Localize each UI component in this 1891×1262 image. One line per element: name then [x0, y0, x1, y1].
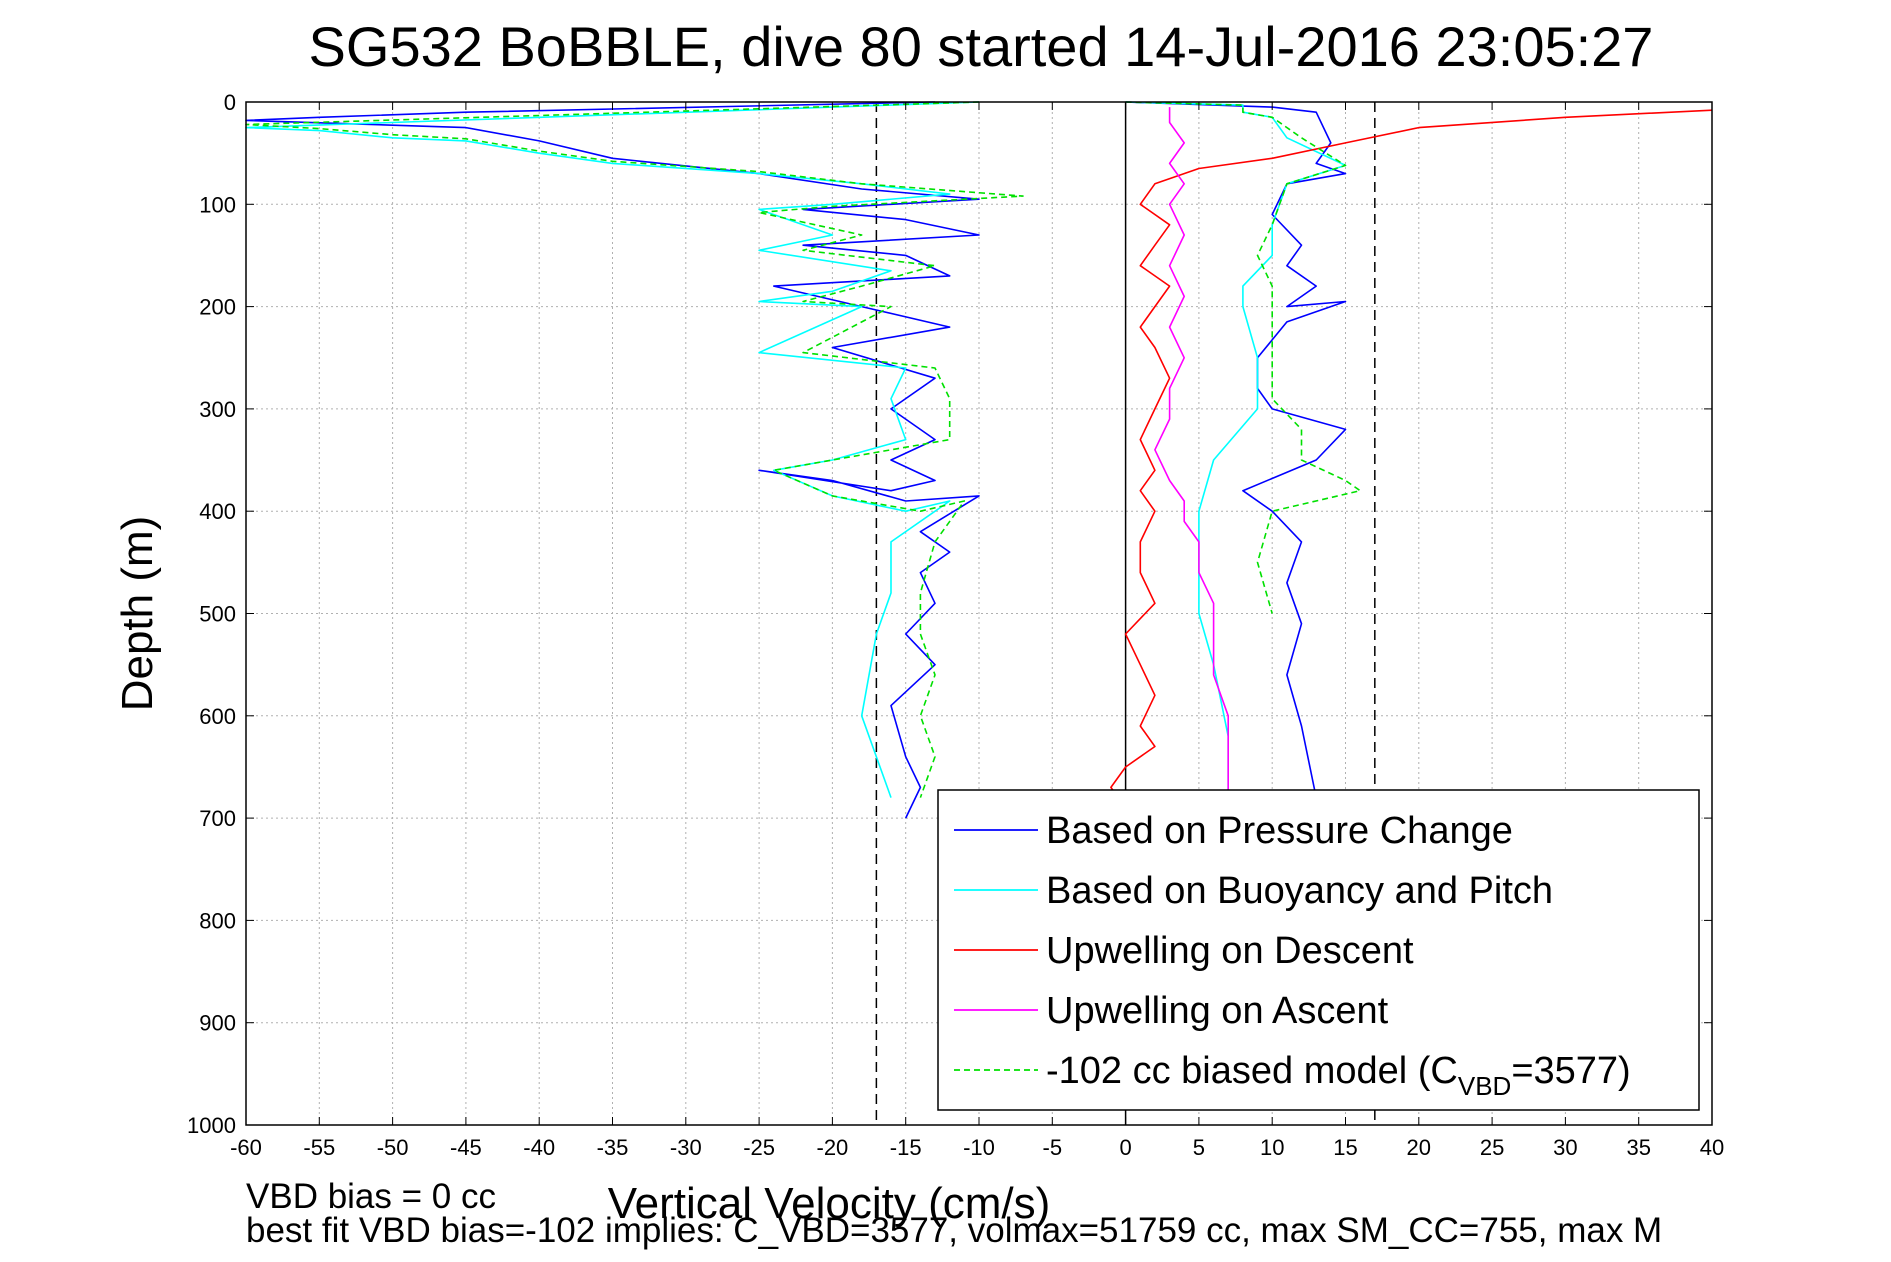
- y-tick-label: 200: [199, 295, 236, 320]
- x-tick-label: -45: [450, 1135, 482, 1160]
- y-tick-label: 900: [199, 1011, 236, 1036]
- x-tick-label: -5: [1043, 1135, 1063, 1160]
- x-tick-label: 40: [1700, 1135, 1724, 1160]
- chart-title: SG532 BoBBLE, dive 80 started 14-Jul-201…: [309, 15, 1654, 78]
- series-upwelling-descent: [1110, 109, 1713, 809]
- x-tick-label: 25: [1480, 1135, 1504, 1160]
- x-tick-label: 30: [1553, 1135, 1577, 1160]
- legend: Based on Pressure Change Based on Buoyanc…: [937, 789, 1700, 1111]
- legend-subscript: VBD: [1458, 1071, 1511, 1101]
- x-tick-label: -15: [890, 1135, 922, 1160]
- vbd-bias-note: VBD bias = 0 cc: [246, 1177, 496, 1216]
- x-tick-label: -50: [377, 1135, 409, 1160]
- legend-entry-label: Based on Pressure Change: [1046, 810, 1513, 852]
- x-tick-label: -20: [817, 1135, 849, 1160]
- x-tick-label: -55: [303, 1135, 335, 1160]
- x-tick-label: 0: [1119, 1135, 1131, 1160]
- series-buoyancy-pitch: [245, 101, 1347, 798]
- x-tick-label: 10: [1260, 1135, 1284, 1160]
- x-tick-label: 20: [1407, 1135, 1431, 1160]
- y-tick-label: 700: [199, 806, 236, 831]
- y-axis-label: Depth (m): [113, 516, 162, 712]
- x-tick-label: 15: [1333, 1135, 1357, 1160]
- y-tick-label: 800: [199, 908, 236, 933]
- series-biased-model: [245, 101, 1361, 798]
- y-tick-label: 300: [199, 397, 236, 422]
- axis-ticks: -60 -55 -50 -45 -40 -35 -30 -25 -20 -15 -10 -5 0 5 10 1…: [187, 90, 1724, 1160]
- y-tick-label: 1000: [187, 1113, 236, 1138]
- x-tick-label: -60: [230, 1135, 262, 1160]
- legend-entry-label: -102 cc biased model (CVBD=3577): [1046, 1050, 1631, 1101]
- legend-entry-suffix: =3577): [1511, 1050, 1630, 1092]
- x-tick-label: -25: [743, 1135, 775, 1160]
- series-upwelling-ascent: [1154, 107, 1229, 798]
- y-tick-label: 500: [199, 602, 236, 627]
- legend-entry-label: Based on Buoyancy and Pitch: [1046, 870, 1553, 912]
- x-tick-label: -10: [963, 1135, 995, 1160]
- x-tick-label: 35: [1626, 1135, 1650, 1160]
- y-tick-label: 400: [199, 499, 236, 524]
- x-tick-label: -35: [597, 1135, 629, 1160]
- best-fit-note: best fit VBD bias=-102 implies: C_VBD=35…: [246, 1211, 1663, 1250]
- y-tick-label: 600: [199, 704, 236, 729]
- legend-entry-label: Upwelling on Ascent: [1046, 990, 1389, 1032]
- x-tick-label: 5: [1193, 1135, 1205, 1160]
- x-tick-label: -30: [670, 1135, 702, 1160]
- x-tick-label: -40: [523, 1135, 555, 1160]
- legend-entry-label: Upwelling on Descent: [1046, 930, 1414, 972]
- x-axis-label: Vertical Velocity (cm/s): [608, 1179, 1051, 1228]
- legend-entry-text: -102 cc biased model (C: [1046, 1050, 1458, 1092]
- legend-box: [937, 789, 1700, 1111]
- series-group: [245, 101, 1713, 819]
- y-tick-label: 100: [199, 192, 236, 217]
- y-tick-label: 0: [224, 90, 236, 115]
